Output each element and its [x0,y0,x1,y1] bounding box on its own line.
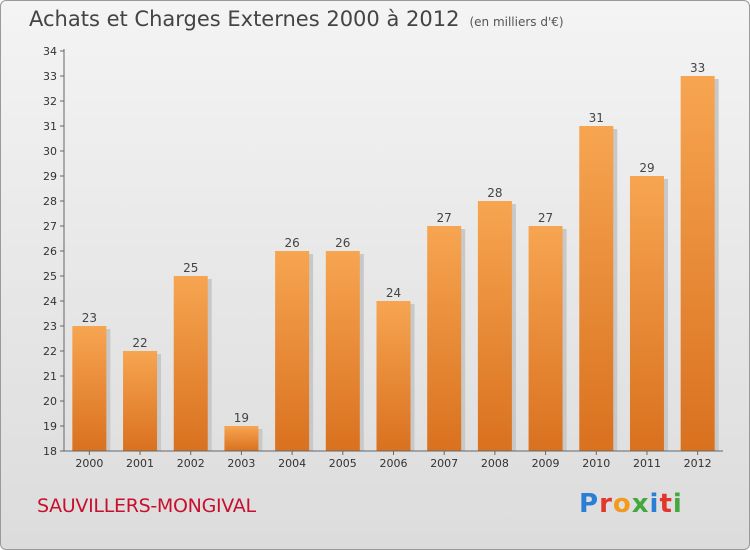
logo-letter: i [672,489,683,519]
data-label-2007: 27 [437,211,452,225]
y-tick-label-26: 26 [43,245,57,258]
bar-2010 [579,126,614,451]
logo-letter: x [631,489,650,519]
chart-subtitle: (en milliers d'€) [469,15,564,29]
x-tick-label-2007: 2007 [430,457,458,470]
y-tick-label-18: 18 [43,445,57,458]
data-label-2008: 28 [487,186,502,200]
logo-letter: o [612,489,632,519]
y-tick-label-20: 20 [43,395,57,408]
data-label-2000: 23 [82,311,97,325]
data-label-2005: 26 [335,236,350,250]
data-label-2012: 33 [690,61,705,75]
x-tick-label-2005: 2005 [329,457,357,470]
data-label-2002: 25 [183,261,198,275]
x-tick-label-2004: 2004 [278,457,306,470]
bar-2004 [275,251,310,451]
x-tick-label-2003: 2003 [227,457,255,470]
bar-2012 [680,76,715,451]
logo-letter: i [649,489,660,519]
y-tick-label-30: 30 [43,145,57,158]
bar-2006 [376,301,411,451]
bar-2009 [528,226,563,451]
y-tick-label-34: 34 [43,45,57,58]
logo-letter: P [579,489,600,519]
y-tick-label-24: 24 [43,295,57,308]
data-label-2006: 24 [386,286,401,300]
x-tick-label-2010: 2010 [582,457,610,470]
bar-2002 [173,276,208,451]
y-tick-label-29: 29 [43,170,57,183]
bar-2003 [224,426,259,451]
data-label-2004: 26 [284,236,299,250]
y-tick-label-23: 23 [43,320,57,333]
bar-2001 [123,351,158,451]
x-tick-label-2008: 2008 [481,457,509,470]
x-tick-label-2006: 2006 [380,457,408,470]
bar-2008 [477,201,512,451]
logo-letter: t [659,489,673,519]
y-tick-label-32: 32 [43,95,57,108]
data-label-2010: 31 [589,111,604,125]
data-label-2009: 27 [538,211,553,225]
bar-2011 [629,176,664,451]
bar-2005 [325,251,360,451]
commune-name: SAUVILLERS-MONGIVAL [37,495,256,517]
y-tick-label-25: 25 [43,270,57,283]
logo-letter: r [599,489,613,519]
data-label-2001: 22 [132,336,147,350]
data-label-2003: 19 [234,411,249,425]
x-tick-label-2000: 2000 [75,457,103,470]
x-tick-label-2012: 2012 [684,457,712,470]
proxiti-logo: Proxiti [579,489,683,519]
y-tick-label-22: 22 [43,345,57,358]
y-tick-label-33: 33 [43,70,57,83]
x-tick-label-2011: 2011 [633,457,661,470]
bar-2000 [72,326,107,451]
x-tick-label-2001: 2001 [126,457,154,470]
y-tick-label-19: 19 [43,420,57,433]
x-tick-label-2009: 2009 [532,457,560,470]
chart-title-text: Achats et Charges Externes 2000 à 2012 [29,7,460,31]
x-tick-label-2002: 2002 [177,457,205,470]
y-tick-label-21: 21 [43,370,57,383]
y-tick-label-27: 27 [43,220,57,233]
data-label-2011: 29 [639,161,654,175]
bar-2007 [427,226,462,451]
chart-title: Achats et Charges Externes 2000 à 2012 (e… [29,7,564,31]
y-tick-label-28: 28 [43,195,57,208]
y-tick-label-31: 31 [43,120,57,133]
